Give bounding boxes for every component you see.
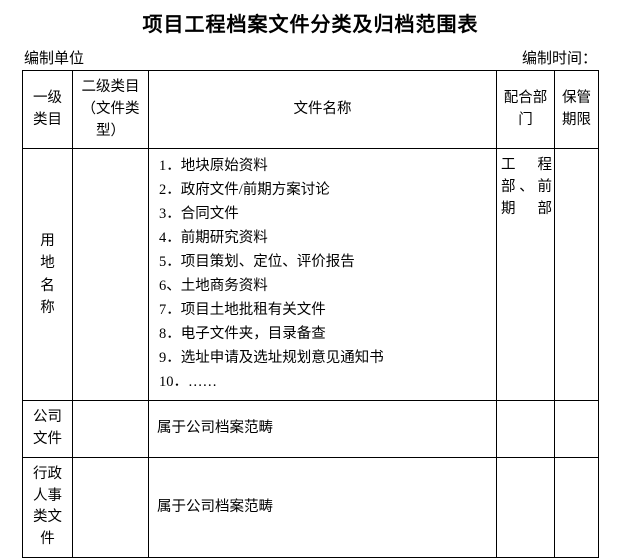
th-period: 保管期限 xyxy=(555,71,599,149)
row1-period xyxy=(555,149,599,401)
list-item: 4．前期研究资料 xyxy=(159,227,492,251)
unit-label: 编制单位 xyxy=(24,47,84,68)
th-cat1: 一级类目 xyxy=(23,71,73,149)
row1-dept: 工 程部、前期部 xyxy=(497,149,555,401)
row1-cat1: 用地名称 xyxy=(23,149,73,401)
time-label: 编制时间： xyxy=(522,47,597,68)
archive-table: 一级类目 二级类目（文件类型） 文件名称 配合部门 保管期限 用地名称 1．地块… xyxy=(22,70,599,558)
th-cat2: 二级类目（文件类型） xyxy=(73,71,149,149)
list-item: 10．…… xyxy=(159,371,492,395)
row3-desc: 属于公司档案范畴 xyxy=(149,457,497,557)
table-row: 用地名称 1．地块原始资料2．政府文件/前期方案讨论3．合同文件4．前期研究资料… xyxy=(23,149,599,401)
row2-dept xyxy=(497,401,555,458)
list-item: 6、土地商务资料 xyxy=(159,275,492,299)
meta-row: 编制单位 编制时间： xyxy=(22,47,599,68)
list-item: 2．政府文件/前期方案讨论 xyxy=(159,179,492,203)
th-filename: 文件名称 xyxy=(149,71,497,149)
row2-desc: 属于公司档案范畴 xyxy=(149,401,497,458)
table-row: 行政人事类文件 属于公司档案范畴 xyxy=(23,457,599,557)
row1-cat2 xyxy=(73,149,149,401)
table-row: 公司文件 属于公司档案范畴 xyxy=(23,401,599,458)
row2-cat1: 公司文件 xyxy=(23,401,73,458)
row3-cat2 xyxy=(73,457,149,557)
list-item: 8．电子文件夹，目录备查 xyxy=(159,323,492,347)
row3-cat1: 行政人事类文件 xyxy=(23,457,73,557)
row1-files: 1．地块原始资料2．政府文件/前期方案讨论3．合同文件4．前期研究资料5．项目策… xyxy=(149,149,497,401)
th-dept: 配合部门 xyxy=(497,71,555,149)
page-title: 项目工程档案文件分类及归档范围表 xyxy=(22,8,599,37)
row2-period xyxy=(555,401,599,458)
table-header-row: 一级类目 二级类目（文件类型） 文件名称 配合部门 保管期限 xyxy=(23,71,599,149)
list-item: 3．合同文件 xyxy=(159,203,492,227)
row2-cat2 xyxy=(73,401,149,458)
list-item: 1．地块原始资料 xyxy=(159,155,492,179)
list-item: 7．项目土地批租有关文件 xyxy=(159,299,492,323)
list-item: 9．选址申请及选址规划意见通知书 xyxy=(159,347,492,371)
row3-dept xyxy=(497,457,555,557)
row3-period xyxy=(555,457,599,557)
list-item: 5．项目策划、定位、评价报告 xyxy=(159,251,492,275)
